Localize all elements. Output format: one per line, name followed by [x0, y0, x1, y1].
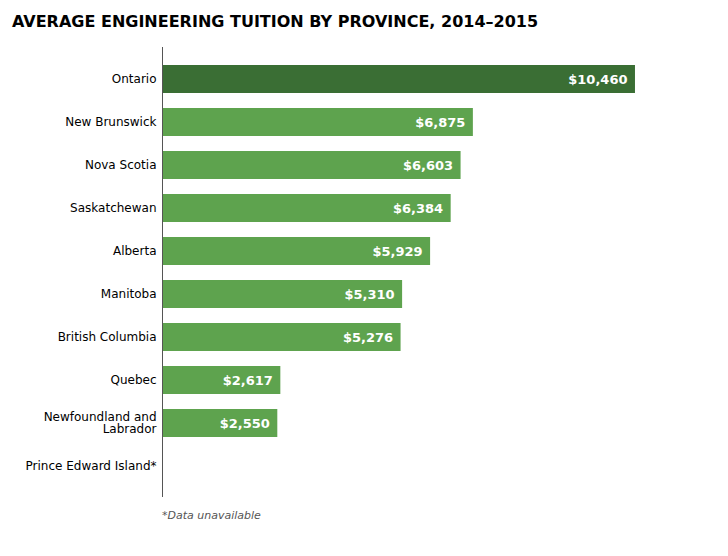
svg-text:$5,929: $5,929 — [372, 244, 422, 259]
svg-text:New Brunswick: New Brunswick — [65, 115, 156, 129]
svg-text:$6,875: $6,875 — [415, 115, 465, 130]
svg-text:$6,603: $6,603 — [403, 158, 453, 173]
svg-text:$2,617: $2,617 — [223, 373, 273, 388]
svg-text:$2,550: $2,550 — [220, 416, 270, 431]
svg-text:Saskatchewan: Saskatchewan — [70, 201, 156, 215]
svg-text:Nova Scotia: Nova Scotia — [85, 158, 157, 172]
svg-text:$5,310: $5,310 — [344, 287, 394, 302]
svg-text:Newfoundland andLabrador: Newfoundland andLabrador — [44, 410, 157, 436]
svg-text:Prince Edward Island*: Prince Edward Island* — [26, 459, 157, 473]
svg-text:Quebec: Quebec — [110, 373, 156, 387]
html-text:*Data unavailable: *Data unavailable — [162, 509, 261, 522]
svg-text:British Columbia: British Columbia — [58, 330, 157, 344]
svg-text:$5,276: $5,276 — [343, 330, 393, 345]
html-text:AVERAGE ENGINEERING TUITION BY: AVERAGE ENGINEERING TUITION BY PROVINCE,… — [12, 12, 539, 31]
svg-text:Manitoba: Manitoba — [101, 287, 157, 301]
svg-text:$6,384: $6,384 — [393, 201, 443, 216]
svg-text:$10,460: $10,460 — [568, 72, 627, 87]
svg-text:Alberta: Alberta — [113, 244, 157, 258]
svg-text:Ontario: Ontario — [112, 72, 157, 86]
